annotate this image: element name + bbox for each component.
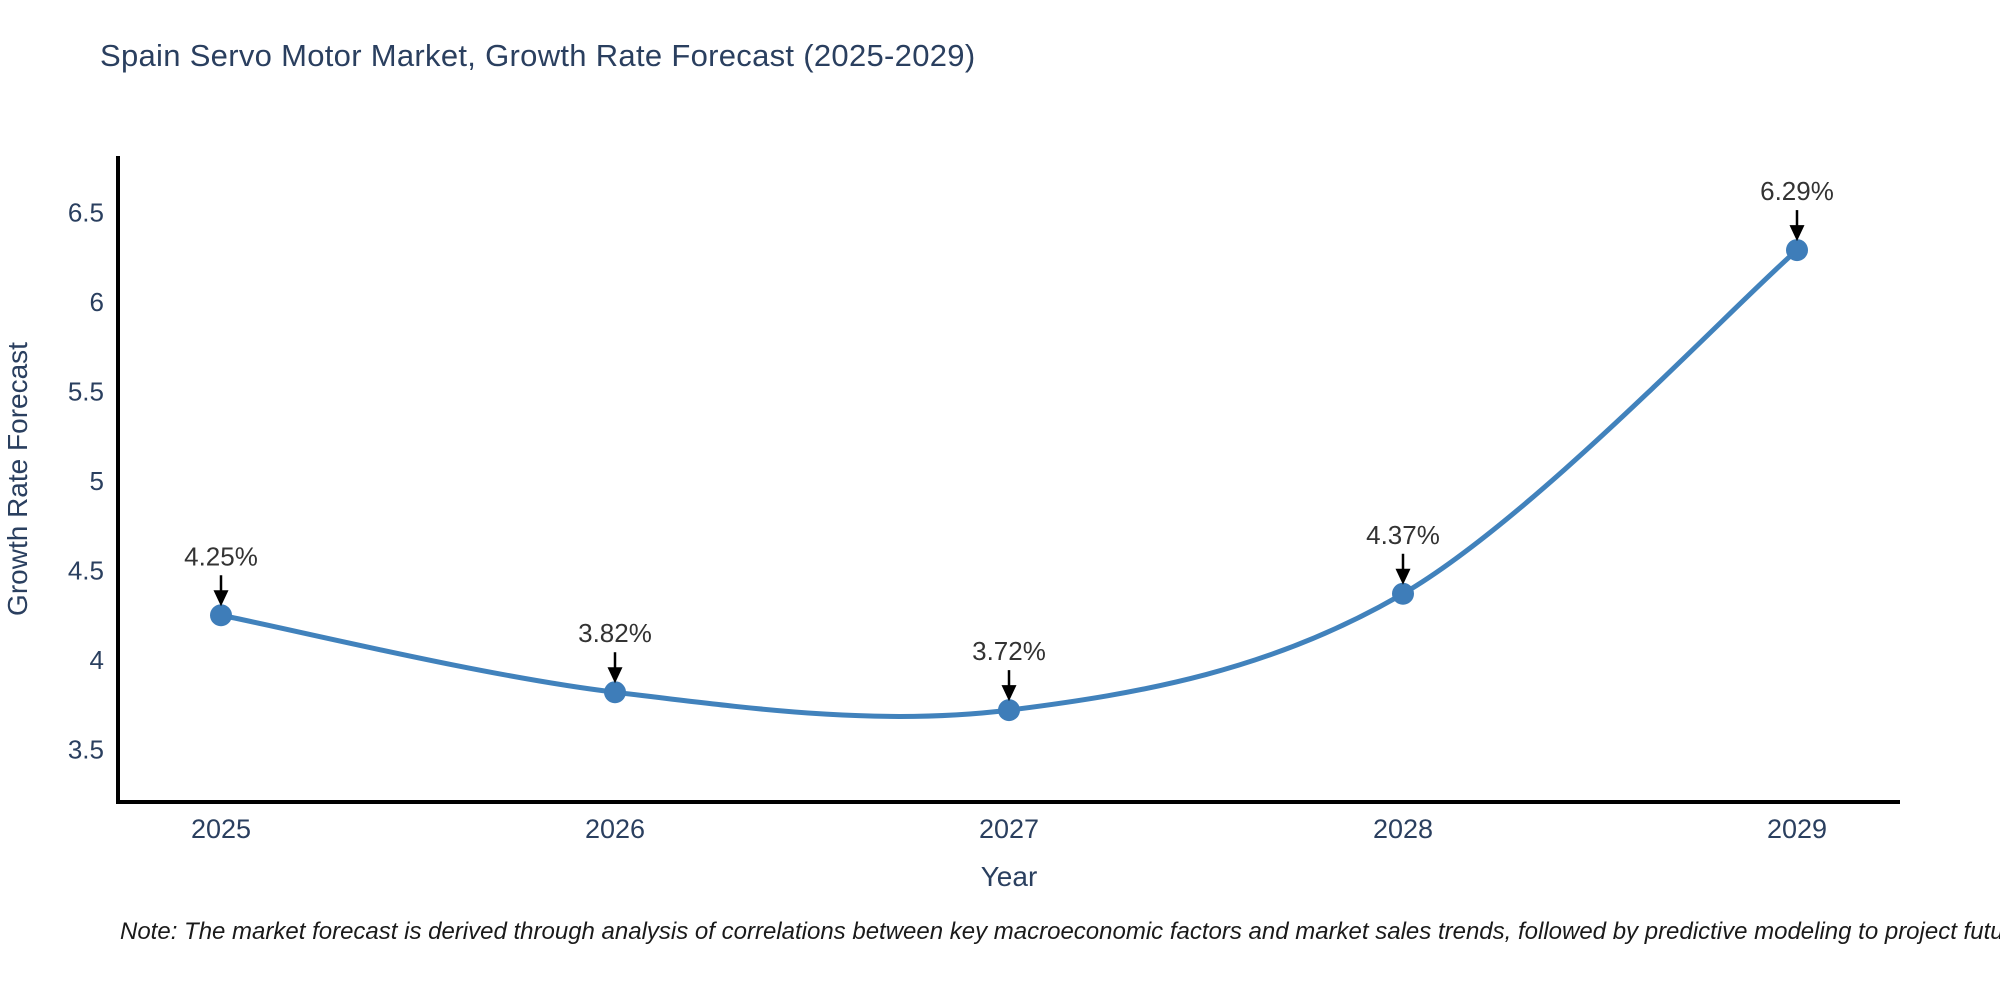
y-tick-label: 5.5 xyxy=(68,377,104,407)
annotation-arrowhead xyxy=(1395,568,1411,585)
data-point-label: 4.25% xyxy=(184,541,258,571)
x-tick-label: 2029 xyxy=(1767,814,1827,844)
y-tick-label: 6 xyxy=(90,287,104,317)
x-tick-label: 2027 xyxy=(979,814,1039,844)
data-point xyxy=(604,681,626,704)
data-point-label: 3.72% xyxy=(972,636,1046,666)
data-point-label: 3.82% xyxy=(578,618,652,648)
y-axis-title: Growth Rate Forecast xyxy=(2,342,33,616)
y-tick-label: 4.5 xyxy=(68,556,104,586)
data-point xyxy=(1392,582,1414,605)
annotation-arrowhead xyxy=(1789,225,1805,242)
annotation-arrowhead xyxy=(1001,685,1017,702)
data-point xyxy=(210,604,232,627)
data-point-label: 6.29% xyxy=(1760,176,1834,206)
x-tick-label: 2026 xyxy=(585,814,645,844)
data-point xyxy=(998,699,1020,722)
annotation-arrowhead xyxy=(607,667,623,684)
chart-title: Spain Servo Motor Market, Growth Rate Fo… xyxy=(100,38,976,73)
y-tick-label: 6.5 xyxy=(68,198,104,228)
y-tick-label: 5 xyxy=(90,466,104,496)
x-tick-label: 2025 xyxy=(191,814,251,844)
annotation-arrowhead xyxy=(213,590,229,607)
x-axis-title: Year xyxy=(981,861,1038,892)
x-tick-label: 2028 xyxy=(1373,814,1433,844)
y-tick-label: 4 xyxy=(90,645,104,675)
data-point-label: 4.37% xyxy=(1366,520,1440,550)
y-tick-label: 3.5 xyxy=(68,735,104,765)
data-point xyxy=(1786,239,1808,262)
chart-footnote: Note: The market forecast is derived thr… xyxy=(120,918,2000,945)
